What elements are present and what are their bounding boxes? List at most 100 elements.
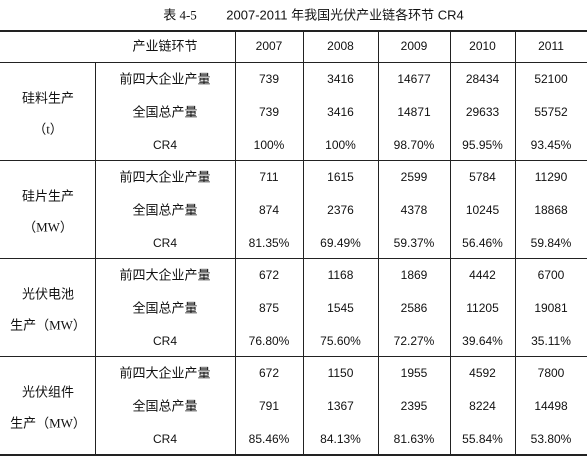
cell: 1615 [327,170,354,184]
cell: 53.80% [530,432,572,446]
table-title: 2007-2011 年我国光伏产业链各环节 CR4 [226,7,464,23]
cell: 56.46% [462,236,503,250]
header-cell: 产业链环节 [132,38,198,54]
row-label: 全国总产量 [132,104,198,120]
cell: 2586 [400,301,428,315]
header-cell: 2011 [538,39,564,53]
cell: 4378 [400,203,428,217]
cell: 739 [258,105,280,119]
cell: 8224 [469,399,496,413]
cell: 1168 [327,268,354,282]
cell: 2376 [327,203,354,217]
cell: 19081 [534,301,568,315]
cell: 98.70% [393,138,435,152]
cell: 14871 [397,105,431,119]
table-number: 表 4-5 [163,7,197,23]
cell: 7800 [537,366,565,380]
cell: 791 [258,399,280,413]
row-label: 前四大企业产量 [119,365,211,381]
cell: 3416 [327,105,354,119]
cell: 72.27% [393,334,435,348]
cell: 59.84% [530,236,572,250]
row-label: 前四大企业产量 [119,71,211,87]
cell: 874 [258,203,280,217]
header-cell: 2010 [469,39,496,53]
row-label: CR4 [152,432,178,446]
rule [0,160,587,161]
row-label: 全国总产量 [132,398,198,414]
cell: 1869 [400,268,428,282]
cell: 55.84% [462,432,503,446]
cell: 672 [258,366,280,380]
cell: 81.35% [248,236,290,250]
cell: 35.11% [531,334,571,348]
rule [378,30,379,454]
rule [303,30,304,454]
group-label: 生产（MW） [10,415,86,431]
group-label: 生产（MW） [10,317,86,333]
cell: 100% [253,138,285,152]
group-label: 硅料生产 [21,90,75,106]
cell: 69.49% [320,236,361,250]
row-label: 全国总产量 [132,300,198,316]
cell: 1955 [400,366,428,380]
cell: 11290 [534,170,568,184]
header-cell: 2009 [400,39,428,53]
cell: 29633 [465,105,500,119]
cell: 52100 [534,72,568,86]
rule [515,30,516,454]
header-cell: 2007 [255,39,283,53]
cell: 75.60% [320,334,361,348]
rule [0,258,587,259]
cell: 81.63% [393,432,435,446]
cell: 11205 [466,301,499,315]
cell: 875 [258,301,280,315]
row-label: 前四大企业产量 [119,169,211,185]
rule [0,454,587,456]
rule [0,30,587,32]
row-label: CR4 [152,236,178,250]
row-label: 全国总产量 [132,202,198,218]
cell: 2395 [400,399,428,413]
cell: 14677 [397,72,431,86]
cell: 39.64% [462,334,503,348]
group-label: 光伏组件 [21,384,75,400]
cell: 59.37% [393,236,435,250]
cell: 93.45% [530,138,572,152]
row-label: CR4 [152,138,178,152]
rule [0,356,587,357]
cell: 55752 [534,105,568,119]
cell: 3416 [327,72,354,86]
cell: 6700 [537,268,565,282]
cell: 95.95% [462,138,503,152]
row-label: CR4 [152,334,178,348]
cell: 84.13% [320,432,361,446]
cell: 1545 [327,301,354,315]
rule [450,30,451,454]
cell: 4442 [469,268,496,282]
cell: 10245 [465,203,500,217]
header-cell: 2008 [327,39,354,53]
cell: 100% [325,138,356,152]
cell: 711 [259,170,279,184]
cell: 28434 [465,72,500,86]
rule [0,62,587,63]
cell: 672 [258,268,280,282]
cell: 1367 [327,399,354,413]
cell: 76.80% [248,334,290,348]
cell: 18868 [534,203,568,217]
rule [235,30,236,454]
group-label: 硅片生产 [21,188,75,204]
cell: 14498 [534,399,568,413]
group-label: （t） [33,121,63,137]
cell: 4592 [469,366,496,380]
row-label: 前四大企业产量 [119,267,211,283]
cell: 739 [258,72,280,86]
cell: 1150 [327,366,354,380]
group-label: 光伏电池 [21,286,75,302]
cell: 5784 [469,170,496,184]
group-label: （MW） [23,219,73,235]
cell: 2599 [400,170,428,184]
cell: 85.46% [248,432,290,446]
